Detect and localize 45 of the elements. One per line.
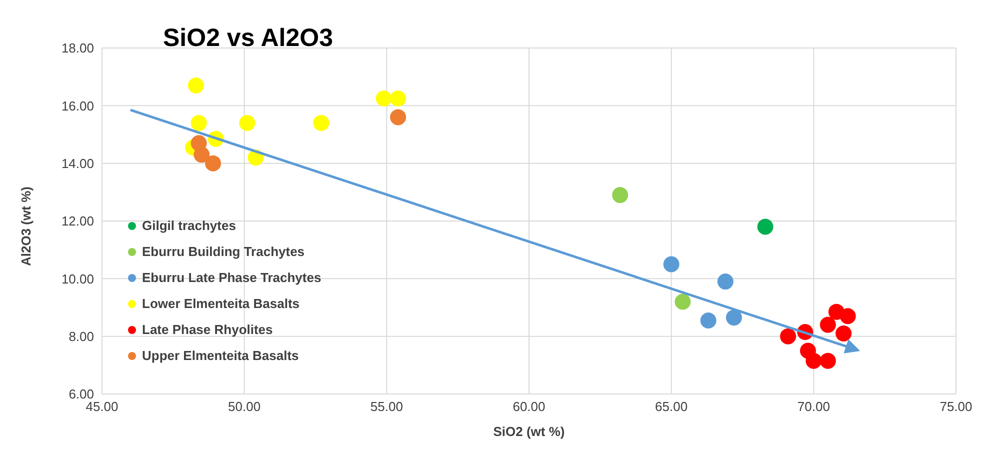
point [205, 155, 222, 172]
x-tick-label: 65.00 [655, 399, 688, 414]
point [390, 90, 406, 106]
y-tick-label: 10.00 [61, 271, 94, 286]
point [612, 187, 628, 204]
x-tick-label: 50.00 [228, 399, 261, 414]
x-tick-label: 45.00 [86, 399, 118, 414]
y-tick-label: 12.00 [61, 214, 94, 229]
point [194, 146, 210, 163]
chart-title: SiO2 vs Al2O3 [163, 24, 333, 53]
point [840, 308, 856, 324]
point [188, 77, 204, 94]
y-tick-label: 16.00 [61, 98, 94, 114]
point [190, 114, 207, 131]
point [663, 256, 680, 272]
y-tick-label: 8.00 [68, 328, 94, 344]
point [806, 352, 822, 369]
point [780, 328, 796, 344]
point [239, 114, 256, 131]
point [757, 218, 774, 235]
y-tick-label: 18.00 [61, 40, 94, 56]
point [390, 109, 406, 126]
legend-label: Gilgil trachytes [142, 217, 236, 235]
x-tick-label: 75.00 [940, 399, 972, 414]
x-tick-label: 60.00 [512, 399, 546, 414]
legend-label: Eburru Building Trachytes [142, 243, 305, 261]
y-tick-label: 14.00 [61, 156, 94, 171]
y-tick-label: 6.00 [68, 386, 94, 402]
point [820, 316, 836, 333]
point [376, 90, 392, 106]
point [820, 352, 836, 369]
point [674, 294, 691, 310]
point [836, 325, 852, 342]
y-axis-title: Al2O3 (wt %) [18, 186, 34, 266]
legend-label: Upper Elmenteita Basalts [142, 347, 299, 365]
point [726, 310, 742, 326]
legend-label: Late Phase Rhyolites [142, 321, 273, 339]
point [717, 274, 734, 290]
x-axis-title: SiO2 (wt %) [493, 424, 565, 439]
x-tick-label: 55.00 [370, 399, 403, 414]
x-tick-label: 70.00 [797, 399, 830, 414]
legend-label: Eburru Late Phase Trachytes [142, 269, 322, 287]
legend-label: Lower Elmenteita Basalts [142, 295, 300, 313]
point [313, 114, 330, 131]
point [700, 312, 716, 328]
